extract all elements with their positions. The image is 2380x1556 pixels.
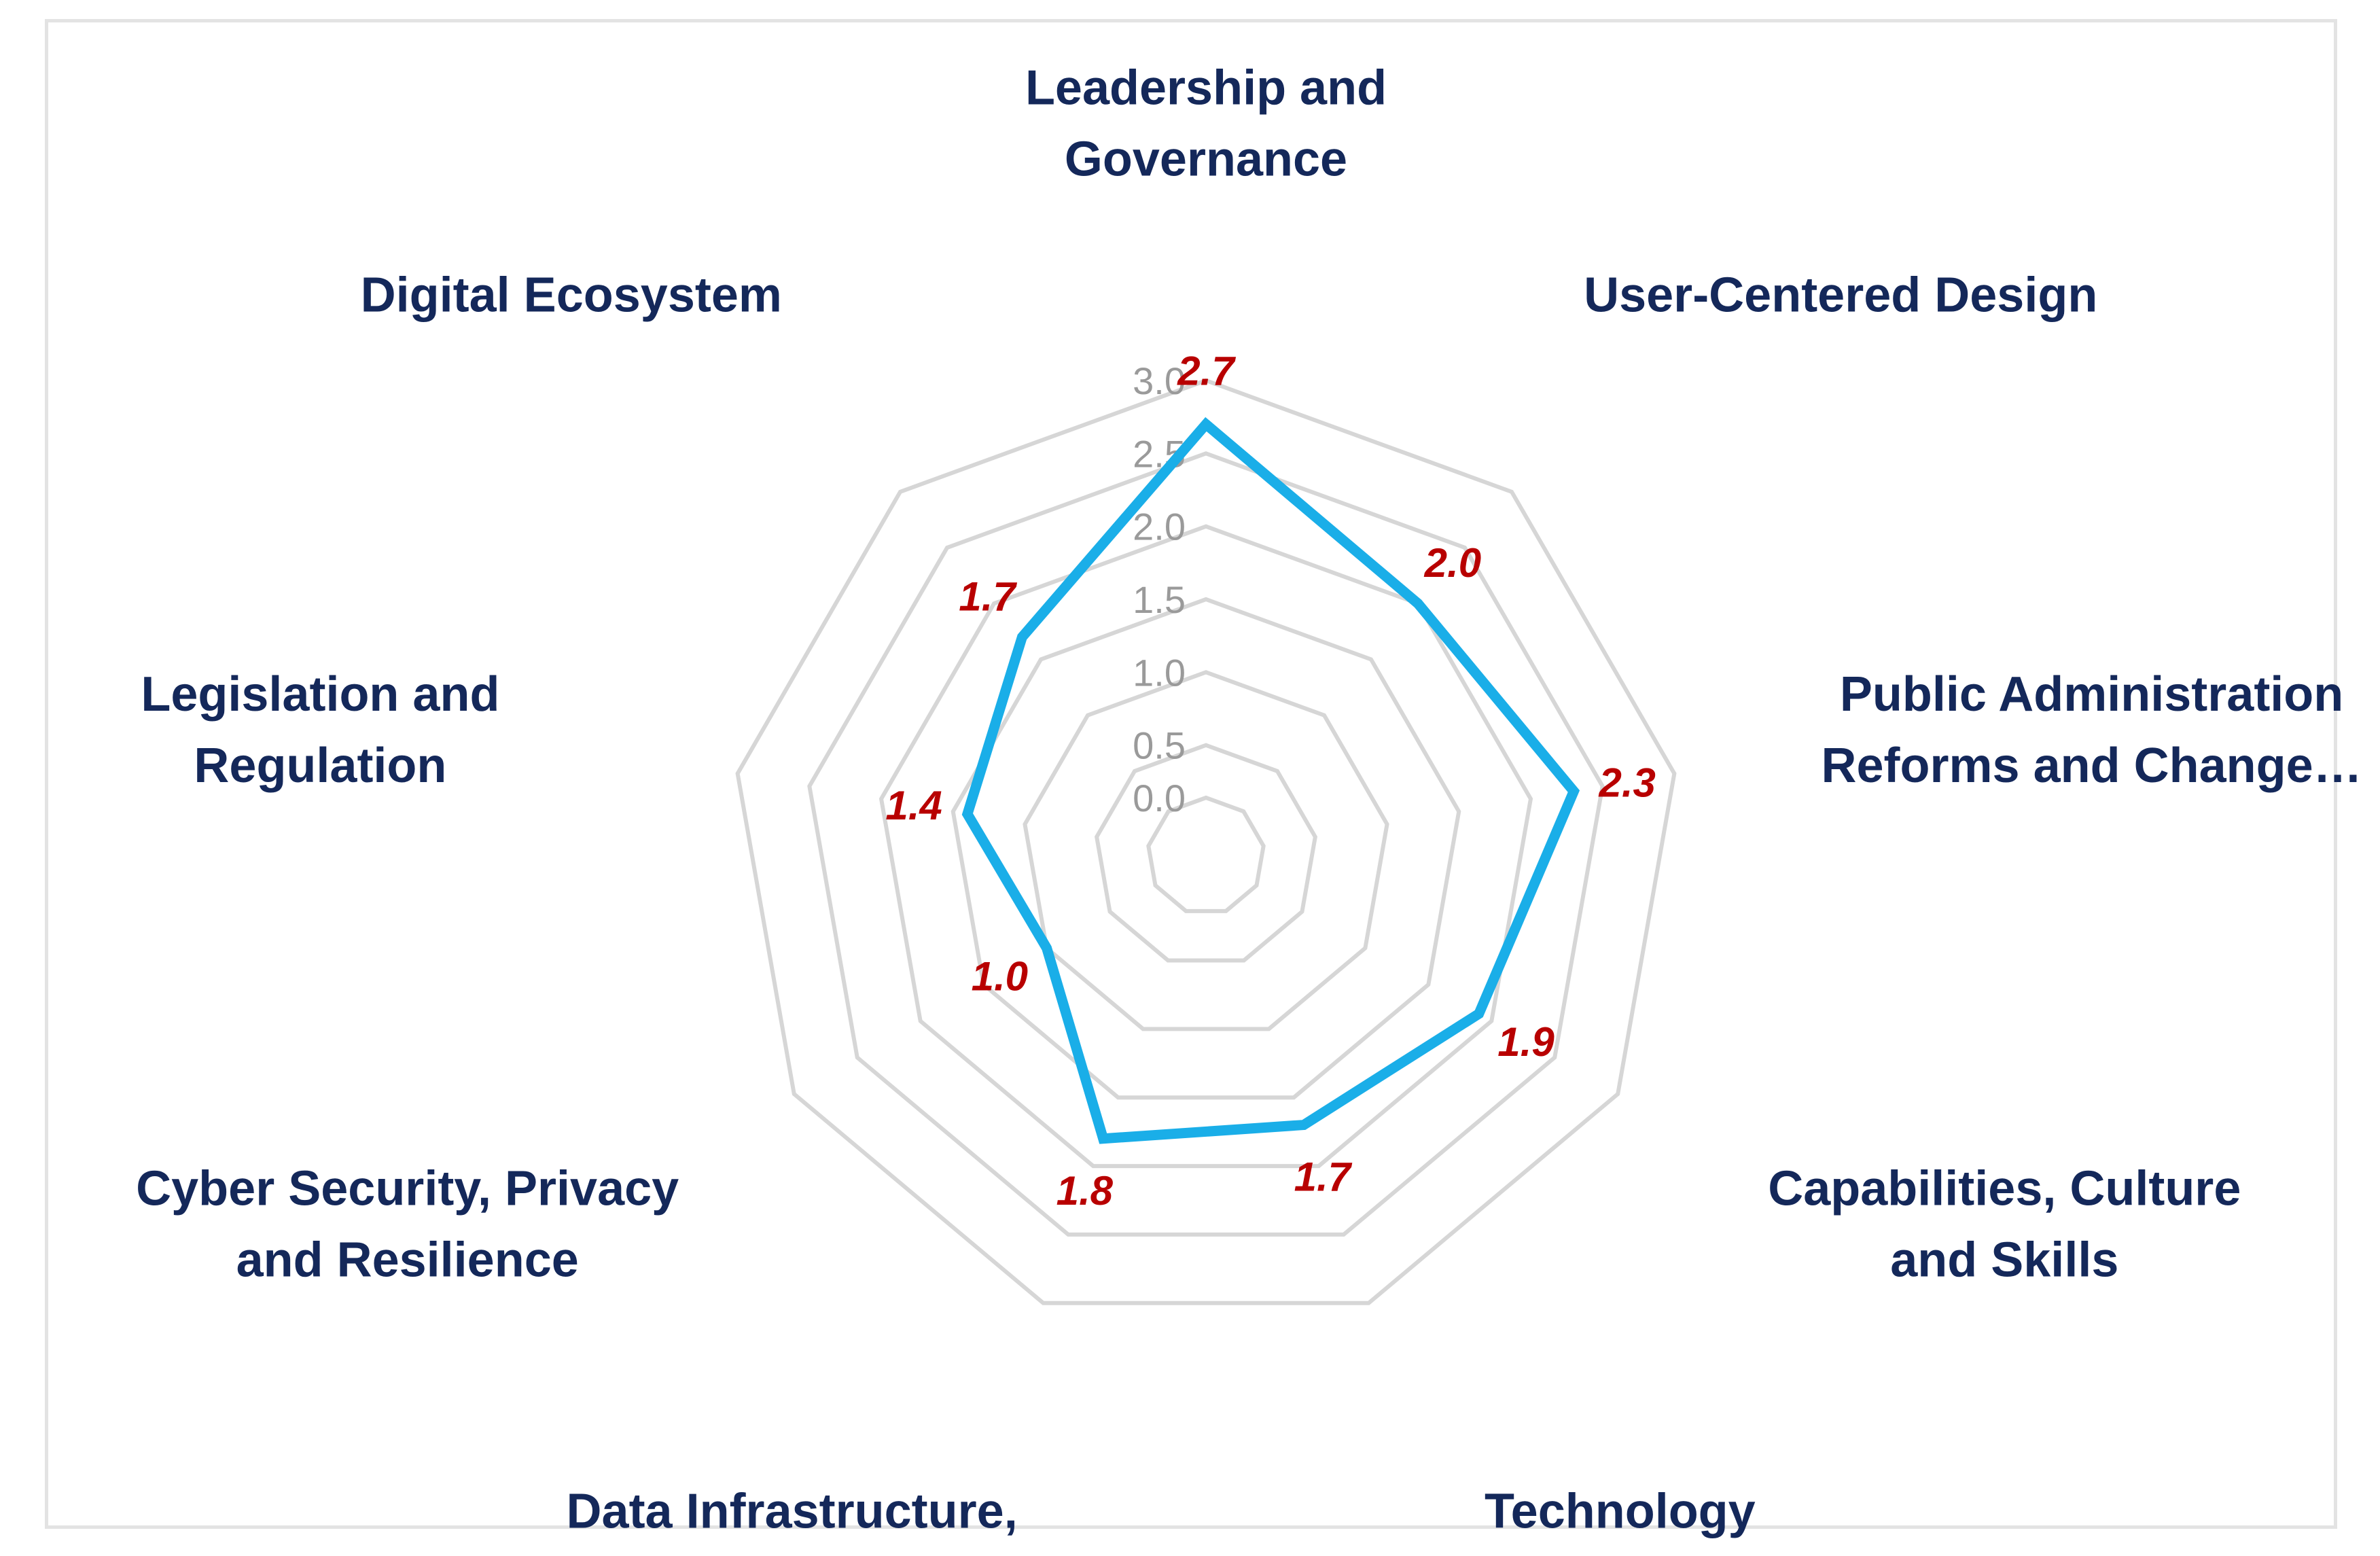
- series-line: [961, 417, 1580, 1144]
- grid-ring: [1146, 795, 1266, 913]
- category-label-line: Reforms and Change…: [1822, 739, 2362, 793]
- grid-ring: [1095, 743, 1317, 963]
- data-point: [1042, 943, 1052, 953]
- data-point: [1474, 1008, 1484, 1019]
- data-point: [1017, 632, 1027, 642]
- tick-label: 1.5: [1133, 578, 1186, 621]
- tick-label: 1.0: [1133, 651, 1186, 694]
- category-label-line: User-Centered Design: [1584, 268, 2097, 323]
- data-point: [1413, 599, 1423, 609]
- tick-label: 2.0: [1133, 506, 1186, 548]
- tick-label: 3.0: [1133, 359, 1186, 402]
- category-label-line: Regulation: [194, 739, 446, 793]
- tick-label: 0.5: [1133, 724, 1186, 767]
- data-label: 1.4: [885, 783, 942, 828]
- category-label-line: Public Administration: [1840, 667, 2343, 722]
- category-label-line: and Skills: [1890, 1233, 2118, 1288]
- category-label: Data Infrastructure,Strategies, and…: [567, 1484, 1018, 1556]
- category-label-line: Governance: [1065, 132, 1347, 187]
- data-point: [1298, 1120, 1309, 1130]
- data-label: 1.0: [972, 953, 1028, 999]
- category-label-line: Legislation and: [141, 667, 499, 722]
- category-label: TechnologyInfrastructure: [1461, 1484, 1779, 1556]
- data-point: [1569, 786, 1579, 796]
- category-label-line: Cyber Security, Privacy: [136, 1162, 679, 1216]
- category-label-line: Digital Ecosystem: [361, 268, 782, 323]
- data-point: [1201, 419, 1211, 429]
- category-label: Capabilities, Culture and Skills: [1768, 1162, 2241, 1288]
- data-point: [1098, 1133, 1108, 1144]
- category-label-line: Capabilities, Culture: [1768, 1162, 2241, 1216]
- tick-label: 0.0: [1133, 777, 1186, 819]
- data-label: 1.9: [1497, 1019, 1555, 1065]
- category-label: Digital Ecosystem: [361, 268, 782, 323]
- category-label: Leadership and Governance: [1025, 61, 1387, 187]
- data-label: 1.7: [1294, 1154, 1353, 1200]
- grid-ring: [878, 524, 1533, 1169]
- category-label: Cyber Security, Privacy and Resilience: [136, 1162, 679, 1288]
- data-label: 1.7: [959, 573, 1017, 619]
- grid-ring: [735, 378, 1677, 1305]
- grid-ring: [807, 451, 1605, 1237]
- chart-frame: [45, 19, 2337, 1529]
- data-label: 2.7: [1177, 348, 1236, 393]
- data-labels: 2.7 2.0 2.3 1.9 1.7 1.8 1.0 1.4 1.7: [885, 348, 1655, 1213]
- category-labels: Leadership and Governance User-Centered De…: [136, 61, 2362, 1556]
- category-label-line: Leadership and: [1025, 61, 1387, 116]
- data-label: 2.0: [1424, 540, 1481, 586]
- category-label: Public Administration Reforms and Change…: [1822, 667, 2362, 793]
- radar-grid: [735, 378, 1677, 1305]
- grid-ring: [1023, 670, 1389, 1031]
- category-label: Legislation and Regulation: [141, 667, 499, 793]
- radial-tick-labels: 0.00.51.01.52.02.53.0: [1133, 359, 1186, 819]
- category-label-line: Data Infrastructure,: [567, 1484, 1018, 1538]
- category-label-line: and Resilience: [236, 1233, 579, 1288]
- category-label: User-Centered Design: [1584, 268, 2097, 323]
- category-label-line: Technology: [1485, 1484, 1756, 1538]
- data-point: [962, 809, 972, 819]
- data-label: 1.8: [1056, 1168, 1114, 1214]
- data-label: 2.3: [1598, 760, 1655, 806]
- series-layer: [961, 417, 1580, 1144]
